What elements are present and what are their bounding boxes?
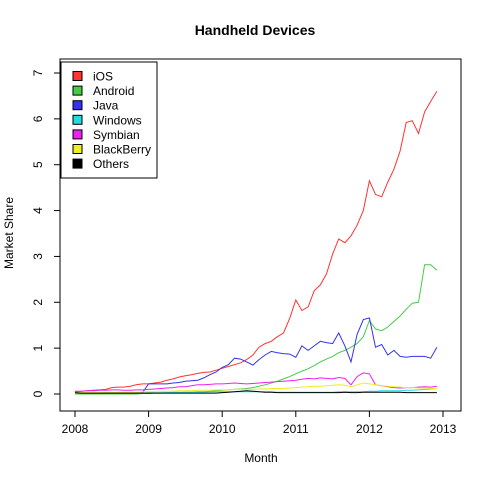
- legend-swatch-windows: [72, 114, 83, 125]
- legend: iOSAndroidJavaWindowsSymbianBlackBerryOt…: [60, 61, 158, 179]
- legend-label-ios: iOS: [93, 70, 113, 84]
- x-axis: 2008 2009 2010 2011 2012 2013: [62, 410, 457, 436]
- x-axis-label: Month: [244, 451, 277, 465]
- series-line-ios: [74, 91, 438, 393]
- legend-swatch-android: [72, 85, 83, 96]
- series-line-android: [75, 264, 438, 395]
- legend-swatch-blackberry: [72, 144, 83, 154]
- legend-label-blackberry: BlackBerry: [93, 143, 151, 157]
- legend-swatch-others: [72, 158, 83, 169]
- series-line-symbian: [75, 372, 437, 392]
- y-tick-label: 1: [31, 344, 45, 351]
- legend-label-java: Java: [93, 99, 119, 113]
- legend-label-symbian: Symbian: [93, 128, 140, 142]
- y-axis: 0 1 2 3 4 5 6 7: [31, 69, 61, 397]
- legend-label-windows: Windows: [93, 113, 142, 127]
- series-line-blackberry: [75, 382, 437, 394]
- series-line-others: [74, 390, 437, 394]
- y-tick-label: 2: [31, 299, 45, 306]
- y-tick-label: 0: [31, 390, 45, 397]
- legend-label-others: Others: [93, 157, 129, 171]
- y-tick-label: 4: [31, 207, 45, 214]
- x-tick-label: 2010: [209, 422, 236, 436]
- x-tick-label: 2009: [135, 422, 162, 436]
- legend-label-android: Android: [93, 84, 134, 98]
- y-tick-label: 7: [31, 69, 45, 76]
- y-axis-label: Market Share: [2, 197, 16, 269]
- y-tick-label: 6: [31, 115, 45, 122]
- x-tick-label: 2011: [283, 422, 309, 436]
- legend-swatch-ios: [72, 71, 83, 81]
- legend-swatch-symbian: [72, 129, 83, 140]
- y-tick-label: 5: [31, 161, 45, 168]
- x-tick-label: 2008: [62, 422, 89, 436]
- legend-swatch-java: [72, 100, 83, 111]
- x-tick-label: 2013: [430, 422, 457, 436]
- chart-title: Handheld Devices: [195, 22, 316, 38]
- x-tick-label: 2012: [356, 422, 383, 436]
- y-tick-label: 3: [31, 253, 45, 260]
- series-line-java: [75, 317, 438, 394]
- series-lines: [74, 91, 438, 395]
